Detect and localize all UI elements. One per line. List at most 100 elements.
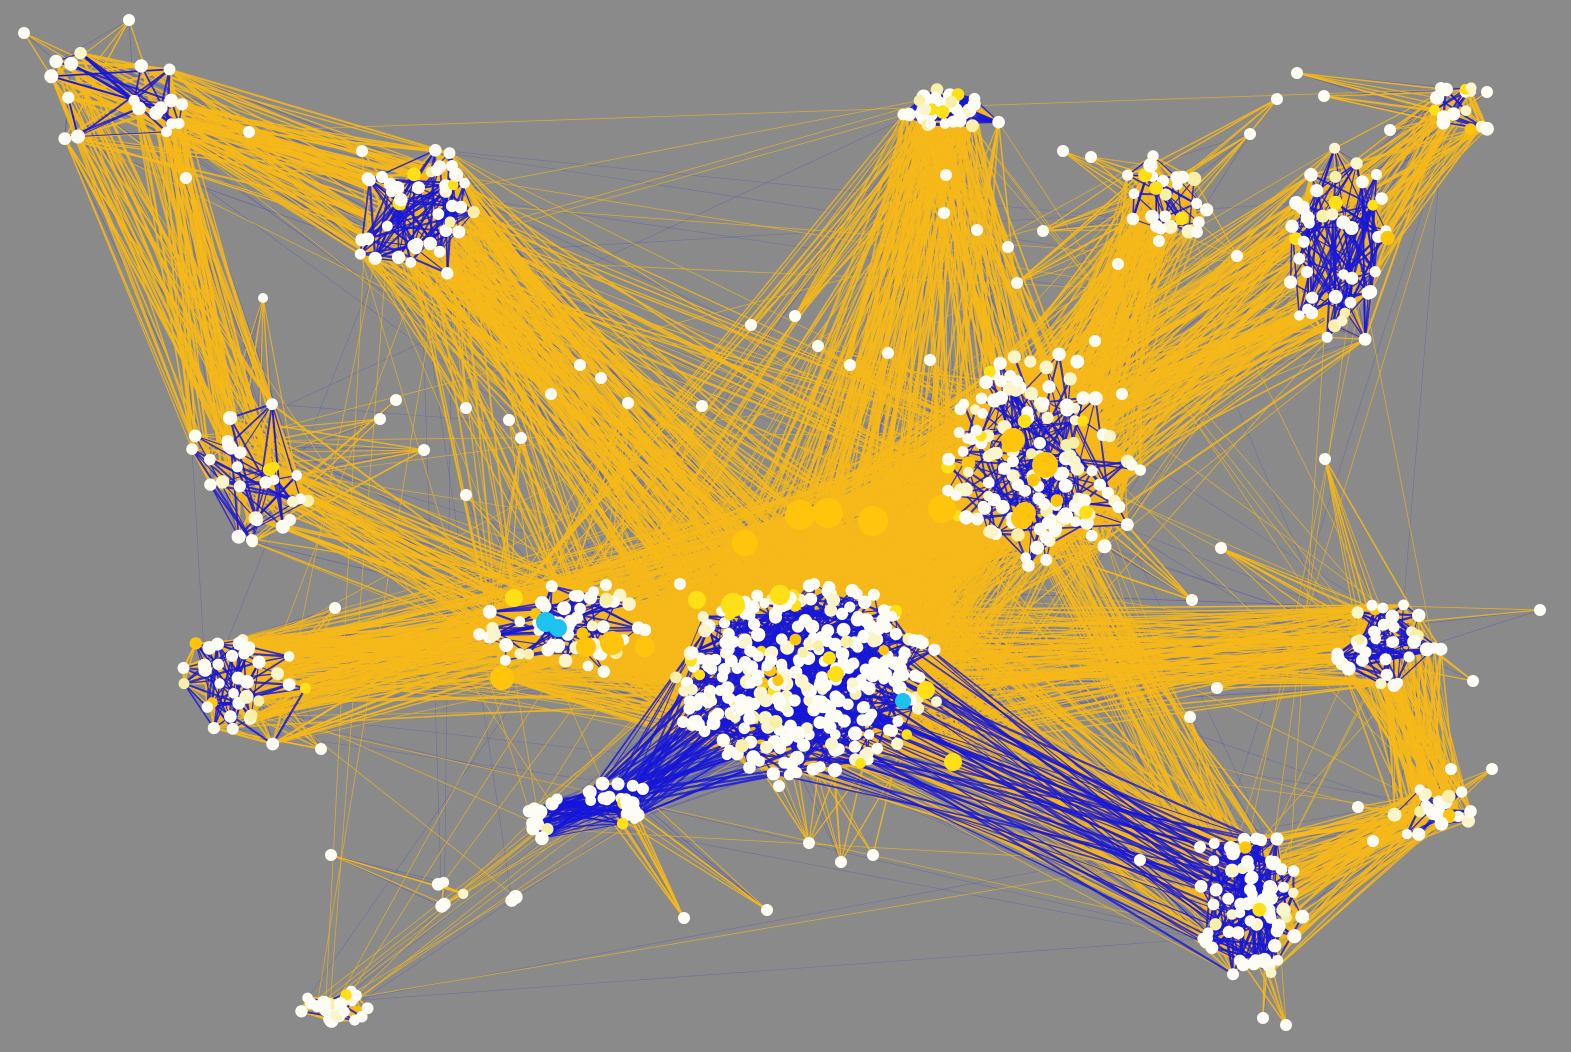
graph-node[interactable] xyxy=(898,646,911,660)
graph-node[interactable] xyxy=(1369,266,1381,278)
graph-node[interactable] xyxy=(836,622,851,637)
graph-node[interactable] xyxy=(1191,198,1203,209)
graph-node-hub[interactable] xyxy=(1001,428,1025,452)
graph-node-peripheral[interactable] xyxy=(246,534,258,546)
graph-node[interactable] xyxy=(751,627,766,642)
graph-node[interactable] xyxy=(232,636,247,651)
graph-node[interactable] xyxy=(1407,634,1421,649)
graph-node[interactable] xyxy=(355,233,369,247)
graph-node-peripheral[interactable] xyxy=(803,837,815,849)
graph-node[interactable] xyxy=(1265,967,1277,979)
graph-node[interactable] xyxy=(391,250,406,264)
graph-node[interactable] xyxy=(514,616,526,627)
graph-node[interactable] xyxy=(808,578,821,590)
graph-node[interactable] xyxy=(852,641,864,653)
graph-node[interactable] xyxy=(1126,212,1140,226)
graph-node-hub[interactable] xyxy=(785,500,815,530)
graph-node[interactable] xyxy=(957,446,969,457)
graph-node-peripheral[interactable] xyxy=(460,402,472,414)
graph-node[interactable] xyxy=(752,650,764,662)
graph-node-peripheral[interactable] xyxy=(1112,258,1124,270)
graph-node[interactable] xyxy=(714,685,726,696)
graph-node[interactable] xyxy=(1122,169,1134,181)
graph-node[interactable] xyxy=(1069,415,1081,426)
graph-node[interactable] xyxy=(1441,789,1456,804)
graph-node[interactable] xyxy=(863,712,875,724)
graph-node-peripheral[interactable] xyxy=(1244,128,1256,140)
graph-node[interactable] xyxy=(731,662,743,674)
graph-node-peripheral[interactable] xyxy=(1291,67,1303,79)
graph-node[interactable] xyxy=(1225,863,1240,878)
graph-node[interactable] xyxy=(49,54,63,69)
graph-node[interactable] xyxy=(409,241,423,255)
graph-node[interactable] xyxy=(620,794,634,809)
graph-node[interactable] xyxy=(595,776,610,791)
graph-node[interactable] xyxy=(283,651,295,662)
graph-node-peripheral[interactable] xyxy=(1194,841,1206,853)
graph-node[interactable] xyxy=(596,620,610,633)
graph-node[interactable] xyxy=(840,635,853,649)
graph-node[interactable] xyxy=(1231,926,1245,940)
graph-node[interactable] xyxy=(1293,252,1306,265)
graph-node[interactable] xyxy=(473,628,486,641)
graph-node[interactable] xyxy=(1025,448,1037,460)
graph-node[interactable] xyxy=(505,894,519,907)
graph-node-peripheral[interactable] xyxy=(812,340,824,352)
graph-node[interactable] xyxy=(835,607,849,621)
graph-node-peripheral[interactable] xyxy=(1318,90,1330,102)
graph-node-peripheral[interactable] xyxy=(835,856,847,868)
graph-node[interactable] xyxy=(1294,310,1305,321)
graph-node[interactable] xyxy=(1030,540,1045,555)
graph-node[interactable] xyxy=(1265,892,1278,905)
graph-node-hub[interactable] xyxy=(721,593,745,617)
graph-node-hub[interactable] xyxy=(944,753,962,771)
graph-node[interactable] xyxy=(215,475,230,489)
graph-node[interactable] xyxy=(791,620,805,633)
graph-node[interactable] xyxy=(1412,827,1426,841)
graph-node[interactable] xyxy=(1361,286,1376,300)
graph-node[interactable] xyxy=(758,693,773,708)
graph-node[interactable] xyxy=(1244,915,1257,927)
graph-node[interactable] xyxy=(931,696,942,707)
graph-node[interactable] xyxy=(1284,275,1298,289)
graph-node[interactable] xyxy=(1063,372,1077,386)
graph-node[interactable] xyxy=(994,390,1008,405)
graph-node[interactable] xyxy=(824,603,838,617)
graph-node[interactable] xyxy=(1024,355,1037,368)
graph-node[interactable] xyxy=(574,602,586,615)
graph-node-peripheral[interactable] xyxy=(844,359,856,371)
graph-node[interactable] xyxy=(822,651,836,665)
graph-node[interactable] xyxy=(1428,642,1441,654)
graph-node[interactable] xyxy=(622,597,636,611)
graph-node[interactable] xyxy=(299,682,311,694)
graph-node[interactable] xyxy=(1027,473,1040,487)
graph-node[interactable] xyxy=(1355,175,1369,189)
graph-node[interactable] xyxy=(514,648,526,660)
graph-node-peripheral[interactable] xyxy=(574,359,586,371)
graph-node[interactable] xyxy=(1088,391,1103,406)
graph-node[interactable] xyxy=(266,398,278,411)
graph-node[interactable] xyxy=(439,224,453,238)
graph-node[interactable] xyxy=(253,695,265,707)
graph-node-peripheral[interactable] xyxy=(1153,235,1165,247)
graph-node[interactable] xyxy=(1268,939,1282,953)
graph-node[interactable] xyxy=(783,723,795,734)
graph-node[interactable] xyxy=(214,678,225,689)
graph-node[interactable] xyxy=(1328,289,1343,304)
graph-node[interactable] xyxy=(744,645,755,657)
graph-node[interactable] xyxy=(423,236,438,251)
graph-node-hub[interactable] xyxy=(732,530,758,556)
graph-node[interactable] xyxy=(1007,350,1022,364)
graph-node[interactable] xyxy=(929,91,942,104)
graph-node[interactable] xyxy=(1077,415,1089,427)
graph-node[interactable] xyxy=(1250,832,1263,845)
graph-node[interactable] xyxy=(1420,788,1432,800)
graph-node[interactable] xyxy=(1387,807,1402,822)
graph-node[interactable] xyxy=(735,739,749,753)
graph-node[interactable] xyxy=(965,119,979,133)
graph-node[interactable] xyxy=(1134,464,1147,476)
graph-node[interactable] xyxy=(1187,171,1202,186)
graph-node[interactable] xyxy=(407,167,421,182)
graph-node[interactable] xyxy=(523,648,534,660)
graph-node[interactable] xyxy=(44,69,59,84)
